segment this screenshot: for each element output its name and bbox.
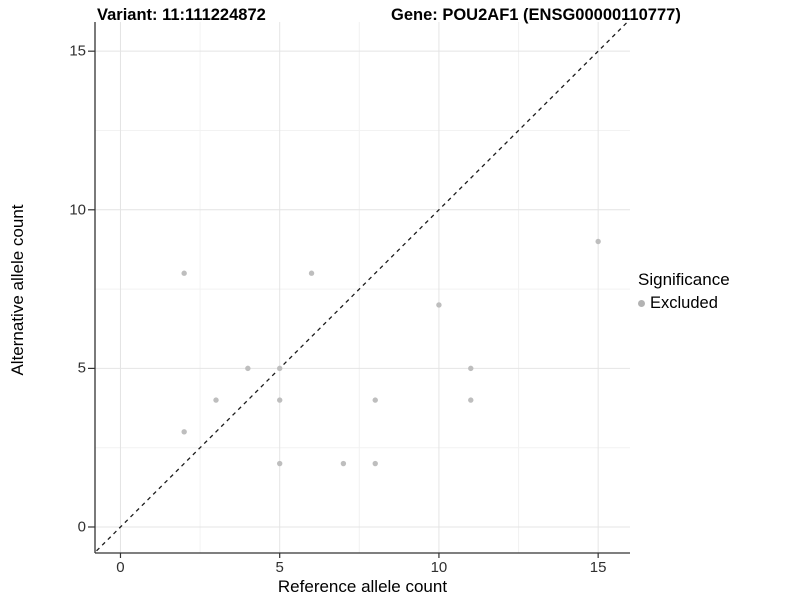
data-point: [436, 302, 442, 308]
data-point: [277, 397, 283, 403]
tick-marks: [88, 50, 599, 558]
data-point: [213, 397, 219, 403]
legend: Significance Excluded: [638, 270, 798, 313]
data-point: [340, 460, 347, 467]
data-point: [372, 397, 378, 403]
x-tick-label: 15: [589, 559, 607, 576]
data-point: [245, 365, 251, 372]
y-tick-label: 15: [69, 42, 86, 60]
data-point: [181, 270, 187, 276]
data-points-excluded: [181, 238, 601, 467]
data-point: [181, 429, 187, 435]
x-axis-title: Reference allele count: [277, 577, 448, 596]
legend-items: Excluded: [638, 294, 798, 313]
y-axis-title: Alternative allele count: [8, 204, 27, 376]
data-point: [277, 460, 283, 467]
legend-item: Excluded: [638, 294, 798, 313]
y-tick-label: 5: [77, 359, 86, 377]
identity-reference-line: [95, 22, 629, 553]
axis-lines: [94, 22, 630, 554]
y-tick-label: 0: [77, 518, 86, 536]
legend-title: Significance: [638, 270, 730, 289]
data-point: [468, 365, 474, 372]
plot-title-gene: Gene: POU2AF1 (ENSG00000110777): [391, 6, 681, 24]
data-point: [372, 460, 378, 467]
data-point: [468, 397, 474, 403]
legend-item-label: Excluded: [650, 294, 718, 312]
x-tick-label: 5: [275, 559, 284, 576]
y-tick-label: 10: [69, 201, 86, 219]
data-point: [277, 365, 283, 372]
grid-minor: [95, 22, 630, 553]
x-tick-label: 10: [430, 559, 448, 576]
data-point: [308, 270, 315, 276]
legend-point-marker-icon: [638, 300, 645, 307]
grid-major: [95, 22, 630, 553]
x-tick-label: 0: [116, 559, 125, 576]
data-point: [595, 238, 601, 245]
plot-title-variant: Variant: 11:111224872: [97, 6, 266, 24]
